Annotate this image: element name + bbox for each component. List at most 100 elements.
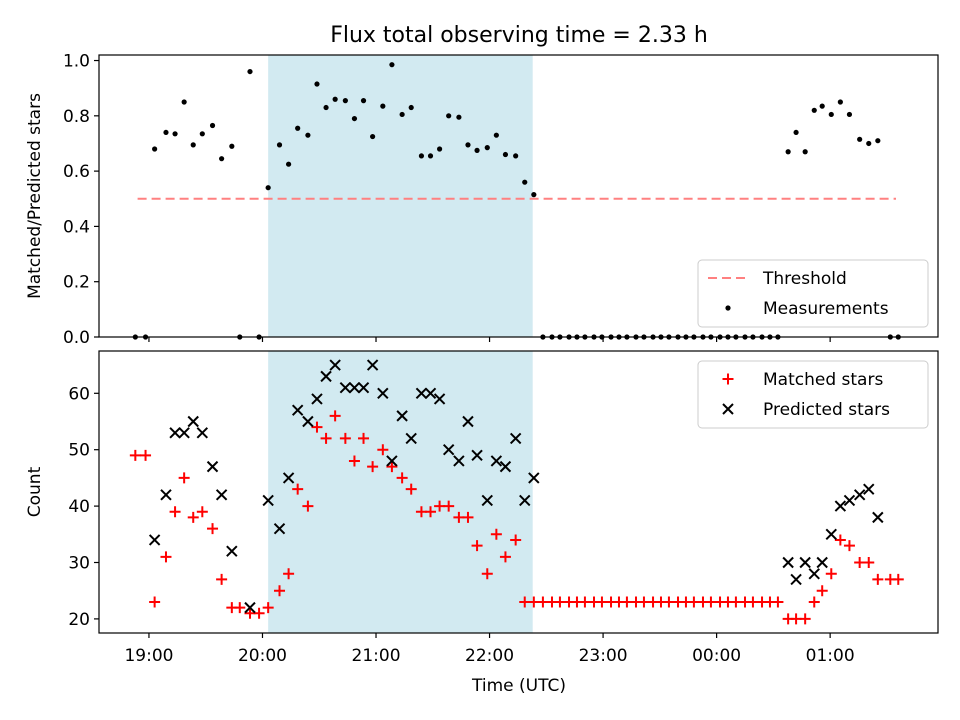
y-tick-label: 40 (68, 497, 90, 517)
data-point (493, 132, 499, 138)
legend-box (697, 259, 929, 328)
matched-point (196, 506, 208, 518)
legend-label: Threshold (762, 269, 847, 289)
matched-point (311, 421, 323, 433)
data-point (360, 98, 367, 104)
data-point (229, 143, 235, 149)
matched-point (405, 483, 417, 495)
data-point (351, 115, 358, 122)
predicted-point (433, 393, 446, 405)
predicted-point (262, 494, 274, 507)
predicted-point (415, 387, 428, 400)
data-point (199, 131, 205, 137)
data-point (305, 132, 311, 138)
matched-point (283, 568, 295, 580)
data-point (465, 142, 471, 148)
data-point (172, 131, 178, 137)
matched-point (425, 506, 437, 518)
predicted-point (782, 556, 794, 569)
observing-span (268, 55, 533, 337)
legend-marker (725, 305, 731, 311)
y-tick-label: 1.0 (63, 52, 90, 72)
data-point (181, 99, 187, 105)
data-point (819, 103, 825, 109)
data-point (785, 149, 791, 155)
data-point (380, 103, 386, 109)
matched-point (169, 506, 181, 518)
data-point (802, 149, 808, 155)
predicted-point (799, 556, 811, 569)
predicted-point (481, 494, 493, 507)
predicted-point (320, 370, 332, 383)
axes-frame (98, 350, 939, 634)
data-point (190, 142, 196, 148)
predicted-point (178, 427, 190, 439)
predicted-point (471, 449, 483, 462)
legend-label: Measurements (763, 299, 889, 319)
y-axis-label: Matched/Predicted stars (25, 93, 45, 299)
predicted-point (499, 460, 512, 473)
axes-frame (98, 54, 939, 338)
matched-point (160, 551, 172, 563)
y-tick-label: 30 (68, 554, 90, 574)
data-point (418, 153, 425, 159)
bottom-panel: 20 30 40 50 60 19:00 20:00 21:00 22:00 23:00 00:00… (25, 350, 939, 666)
matched-point (339, 432, 351, 444)
data-point (811, 107, 817, 113)
matched-point (207, 523, 219, 535)
predicted-point (790, 573, 802, 586)
legend-marker (722, 373, 734, 385)
data-point (163, 129, 169, 136)
matched-point (872, 573, 884, 585)
y-tick-label: 0.6 (63, 162, 90, 182)
series-matched-stars (129, 410, 904, 625)
predicted-point (206, 460, 219, 473)
predicted-point (843, 494, 856, 507)
data-point (323, 104, 329, 111)
matched-point (863, 557, 875, 568)
predicted-point (834, 500, 847, 512)
predicted-point (357, 381, 370, 394)
data-point (793, 129, 799, 136)
matched-point (140, 449, 152, 461)
legend-box (697, 360, 929, 429)
predicted-point (825, 528, 837, 541)
predicted-point (329, 359, 341, 371)
x-tick-label: 19:00 (124, 646, 173, 666)
predicted-point (339, 381, 352, 394)
predicted-point (872, 511, 884, 524)
matched-point (443, 500, 455, 512)
predicted-point (244, 601, 256, 614)
predicted-point (366, 359, 379, 371)
legend-label: Predicted stars (763, 400, 890, 420)
data-point (342, 98, 348, 104)
predicted-point (424, 387, 437, 400)
series-measurements (132, 62, 901, 340)
matched-point (377, 444, 389, 456)
y-tick-label: 0.4 (63, 217, 90, 237)
data-point (152, 146, 158, 152)
legend-label: Matched stars (763, 370, 883, 390)
matched-point (234, 602, 246, 614)
matched-point (490, 528, 502, 540)
data-point (456, 114, 462, 120)
data-point (295, 125, 301, 131)
matched-point (274, 585, 286, 597)
x-tick-label: 20:00 (238, 646, 287, 666)
data-point (522, 179, 528, 185)
matched-point (253, 607, 265, 619)
observing-span (268, 351, 533, 633)
data-point (531, 192, 537, 198)
predicted-point (490, 455, 503, 467)
matched-point (825, 568, 837, 580)
predicted-point (396, 410, 408, 422)
matched-point (262, 602, 274, 614)
predicted-point (282, 472, 295, 484)
y-tick-label: 20 (68, 610, 90, 630)
data-point (875, 138, 881, 144)
data-point (446, 113, 452, 119)
matched-point (834, 534, 846, 546)
legend-marker (722, 403, 734, 415)
matched-point (358, 432, 370, 444)
matched-point (843, 540, 855, 552)
